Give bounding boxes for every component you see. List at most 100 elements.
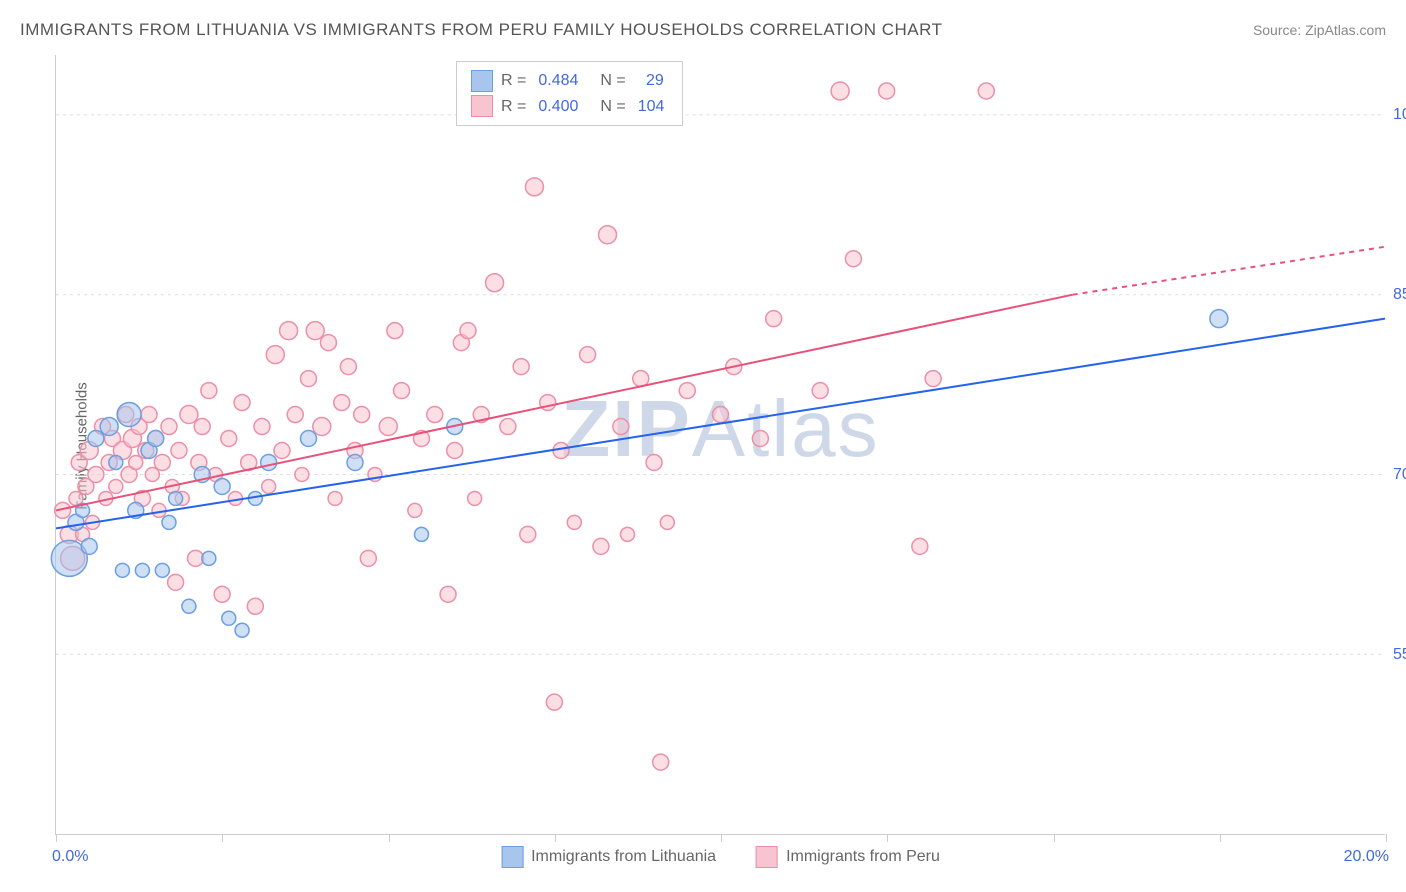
data-point [879, 83, 895, 99]
data-point [306, 322, 324, 340]
data-point [1210, 310, 1228, 328]
x-tick [1054, 834, 1055, 842]
scatter-plot-svg [56, 55, 1385, 834]
data-point [593, 538, 609, 554]
data-point [599, 226, 617, 244]
data-point [340, 359, 356, 375]
data-point [155, 563, 169, 577]
data-point [328, 491, 342, 505]
data-point [162, 515, 176, 529]
legend-row-peru: R = 0.400 N = 104 [471, 94, 668, 120]
data-point [161, 419, 177, 435]
data-point [408, 503, 422, 517]
data-point [169, 491, 183, 505]
data-point [646, 454, 662, 470]
data-point [274, 443, 290, 459]
data-point [812, 383, 828, 399]
data-point [440, 586, 456, 602]
data-point [254, 419, 270, 435]
y-tick-label: 85.0% [1393, 286, 1406, 304]
source-label: Source: ZipAtlas.com [1253, 22, 1386, 38]
data-point [766, 311, 782, 327]
data-point [202, 551, 216, 565]
data-point [266, 346, 284, 364]
data-point [679, 383, 695, 399]
x-tick [887, 834, 888, 842]
y-tick-label: 70.0% [1393, 466, 1406, 484]
data-point [567, 515, 581, 529]
data-point [486, 274, 504, 292]
x-tick [222, 834, 223, 842]
data-point [978, 83, 994, 99]
data-point [115, 563, 129, 577]
data-point [520, 526, 536, 542]
x-tick-label-max: 20.0% [1344, 848, 1389, 866]
data-point [653, 754, 669, 770]
data-point [313, 418, 331, 436]
data-point [460, 323, 476, 339]
data-point [660, 515, 674, 529]
legend-row-lithuania: R = 0.484 N = 29 [471, 68, 668, 94]
data-point [500, 419, 516, 435]
data-point [360, 550, 376, 566]
legend-swatch-peru [471, 95, 493, 117]
data-point [831, 82, 849, 100]
data-point [925, 371, 941, 387]
data-point [171, 443, 187, 459]
data-point [154, 454, 170, 470]
x-tick [721, 834, 722, 842]
swatch-lithuania-icon [501, 846, 523, 868]
data-point [354, 407, 370, 423]
data-point [261, 454, 277, 470]
data-point [845, 251, 861, 267]
data-point [713, 407, 729, 423]
y-tick-label: 55.0% [1393, 646, 1406, 664]
data-point [262, 479, 276, 493]
x-tick [1220, 834, 1221, 842]
regression-line [56, 295, 1073, 511]
data-point [513, 359, 529, 375]
data-point [141, 407, 157, 423]
data-point [109, 479, 123, 493]
data-point [912, 538, 928, 554]
data-point [301, 371, 317, 387]
x-tick [56, 834, 57, 842]
legend-swatch-lithuania [471, 70, 493, 92]
data-point [295, 467, 309, 481]
data-point [301, 431, 317, 447]
data-point [379, 418, 397, 436]
chart-area: ZIPAtlas 55.0%70.0%85.0%100.0% R = 0.484… [55, 55, 1385, 835]
bottom-legend: Immigrants from Lithuania Immigrants fro… [501, 846, 940, 868]
chart-title: IMMIGRANTS FROM LITHUANIA VS IMMIGRANTS … [20, 20, 943, 40]
data-point [168, 574, 184, 590]
data-point [81, 538, 97, 554]
bottom-legend-lithuania: Immigrants from Lithuania [501, 846, 716, 868]
data-point [387, 323, 403, 339]
data-point [148, 431, 164, 447]
x-tick [555, 834, 556, 842]
data-point [287, 407, 303, 423]
data-point [468, 491, 482, 505]
data-point [427, 407, 443, 423]
data-point [88, 431, 104, 447]
data-point [234, 395, 250, 411]
data-point [320, 335, 336, 351]
data-point [222, 611, 236, 625]
data-point [182, 599, 196, 613]
data-point [347, 454, 363, 470]
regression-line [1073, 247, 1385, 295]
swatch-peru-icon [756, 846, 778, 868]
data-point [752, 431, 768, 447]
data-point [580, 347, 596, 363]
x-tick [389, 834, 390, 842]
data-point [194, 419, 210, 435]
data-point [221, 431, 237, 447]
data-point [525, 178, 543, 196]
data-point [100, 418, 118, 436]
data-point [214, 586, 230, 602]
data-point [334, 395, 350, 411]
data-point [620, 527, 634, 541]
data-point [117, 403, 141, 427]
correlation-legend: R = 0.484 N = 29 R = 0.400 N = 104 [456, 61, 683, 126]
x-tick [1386, 834, 1387, 842]
